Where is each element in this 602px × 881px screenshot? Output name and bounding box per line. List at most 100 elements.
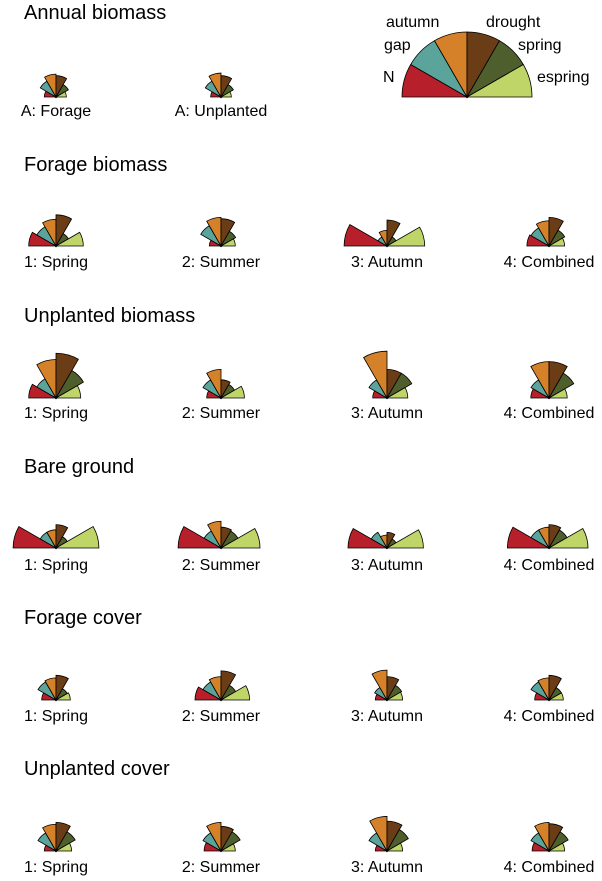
forage-cover-panel-4-label: 4: Combined (504, 708, 595, 725)
unplanted-biomass-panel-3-label: 3: Autumn (351, 405, 423, 422)
unplanted-biomass-panel-1-wedge-drought (55, 352, 79, 400)
annual-biomass-panel-1-wedge-spring (54, 84, 69, 99)
forage-biomass-panel-2-wedge-espring (219, 238, 236, 247)
bare-ground-panel-3-label: 3: Autumn (351, 557, 423, 574)
bare-ground-panel-1-label: 1: Spring (24, 557, 88, 574)
forage-biomass-panel-3-wedge-N (343, 224, 389, 247)
unplanted-biomass-panel-4-wedge-espring (547, 388, 568, 399)
unplanted-biomass-panel-1-wedge-spring (54, 369, 85, 400)
legend-label-spring: spring (518, 37, 562, 54)
forage-cover-panel-2-label: 2: Summer (182, 708, 261, 725)
unplanted-biomass-panel-3-wedge-espring (385, 387, 409, 399)
bare-ground-panel-4-wedge-espring (547, 527, 589, 549)
forage-cover-panel-3-wedge-autumn (371, 669, 388, 702)
unplanted-cover-panel-3-wedge-autumn (369, 816, 388, 853)
unplanted-biomass-panel-1-label: 1: Spring (24, 405, 88, 422)
unplanted-cover-panel-4-wedge-autumn (534, 821, 550, 853)
annual-biomass-panel-1-wedge-autumn (44, 73, 57, 99)
bare-ground-panel-3-wedge-gap (370, 531, 389, 550)
unplanted-cover-panel-4-label: 4: Combined (504, 859, 595, 876)
forage-cover-panel-2-wedge-N (194, 686, 223, 701)
section-title-bare-ground: Bare ground (24, 456, 134, 478)
forage-biomass-panel-4-label: 4: Combined (504, 254, 595, 271)
bare-ground-panel-4-wedge-N (506, 526, 551, 549)
forage-biomass-panel-2-label: 2: Summer (182, 254, 261, 271)
unplanted-biomass-panel-4-wedge-drought (548, 361, 568, 400)
forage-biomass-panel-3-label: 3: Autumn (351, 254, 423, 271)
unplanted-cover-panel-1-label: 1: Spring (24, 859, 88, 876)
forage-biomass-panel-1-wedge-drought (55, 214, 73, 248)
legend-label-espring: espring (537, 69, 589, 86)
section-title-forage-cover: Forage cover (24, 607, 142, 629)
bare-ground-panel-4-label: 4: Combined (504, 557, 595, 574)
legend-label-gap: gap (384, 37, 411, 54)
annual-biomass-panel-1-wedge-espring (54, 91, 67, 98)
forage-cover-panel-3-wedge-spring (385, 684, 403, 702)
forage-cover-panel-3-label: 3: Autumn (351, 708, 423, 725)
forage-biomass-panel-1-wedge-N (28, 231, 58, 247)
bare-ground-panel-2-wedge-autumn (207, 520, 222, 550)
forage-biomass-panel-2-wedge-spring (219, 230, 237, 248)
annual-biomass-panel-2-wedge-autumn (208, 72, 222, 99)
bare-ground-panel-1-wedge-espring (54, 526, 100, 549)
unplanted-cover-panel-2-label: 2: Summer (182, 859, 261, 876)
annual-biomass-panel-2-wedge-spring (219, 84, 234, 99)
unplanted-cover-panel-2-wedge-spring (219, 831, 241, 853)
unplanted-cover-panel-4-wedge-espring (547, 842, 566, 852)
forage-biomass-panel-1-label: 1: Spring (24, 254, 88, 271)
unplanted-cover-panel-1-wedge-espring (54, 842, 73, 852)
unplanted-biomass-panel-3-wedge-autumn (363, 350, 388, 400)
forage-cover-panel-4-wedge-drought (548, 674, 562, 702)
unplanted-biomass-panel-2-wedge-autumn (206, 368, 222, 400)
legend-label-drought: drought (486, 14, 541, 31)
forage-cover-panel-1-wedge-espring (54, 692, 71, 701)
section-title-annual-biomass: Annual biomass (24, 2, 166, 24)
bare-ground-panel-2-label: 2: Summer (182, 557, 261, 574)
forage-cover-panel-1-label: 1: Spring (24, 708, 88, 725)
forage-biomass-panel-2-wedge-autumn (206, 216, 222, 248)
forage-biomass-panel-1-wedge-espring (54, 231, 84, 247)
bare-ground-panel-2-wedge-N (177, 526, 223, 549)
unplanted-cover-panel-4-wedge-spring (547, 831, 569, 853)
forage-cover-panel-2-wedge-espring (219, 685, 251, 701)
forage-biomass-panel-3-wedge-espring (385, 226, 426, 247)
unplanted-cover-panel-1-wedge-spring (54, 831, 76, 853)
section-title-forage-biomass: Forage biomass (24, 154, 167, 176)
unplanted-cover-panel-3-label: 3: Autumn (351, 859, 423, 876)
unplanted-cover-panel-4-wedge-drought (548, 823, 564, 853)
annual-biomass-panel-2-wedge-espring (219, 91, 232, 98)
forage-biomass-panel-4-wedge-spring (547, 229, 566, 248)
unplanted-cover-panel-3-wedge-drought (386, 820, 403, 853)
unplanted-biomass-panel-2-label: 2: Summer (182, 405, 261, 422)
bare-ground-panel-1-wedge-N (12, 526, 58, 549)
forage-cover-panel-4-wedge-espring (547, 692, 564, 701)
unplanted-biomass-panel-2-wedge-espring (219, 385, 245, 399)
unplanted-cover-panel-3-wedge-spring (385, 829, 409, 853)
section-title-unplanted-cover: Unplanted cover (24, 758, 170, 780)
forage-biomass-panel-4-wedge-espring (547, 237, 566, 247)
forage-cover-panel-3-wedge-espring (385, 691, 404, 701)
unplanted-cover-panel-2-wedge-drought (220, 825, 234, 853)
bare-ground-panel-3-wedge-espring (385, 529, 424, 549)
bare-ground-panel-3-wedge-N (347, 527, 389, 549)
unplanted-biomass-panel-1-wedge-N (28, 383, 58, 399)
forage-cover-panel-2-wedge-drought (220, 670, 237, 702)
legend-label-n: N (383, 69, 395, 86)
forage-cover-panel-1-wedge-drought (55, 674, 69, 702)
unplanted-biomass-panel-4-wedge-spring (547, 372, 575, 400)
section-title-unplanted-biomass: Unplanted biomass (24, 305, 195, 327)
legend-label-autumn: autumn (386, 14, 439, 31)
unplanted-biomass-panel-3-wedge-spring (385, 372, 413, 400)
forage-biomass-panel-4-wedge-drought (548, 216, 564, 248)
annual-biomass-panel-2-label: A: Unplanted (175, 103, 268, 120)
legend-key-wedge-espring (465, 63, 533, 98)
forage-biomass-panel-2-wedge-drought (220, 218, 236, 248)
unplanted-cover-panel-3-wedge-espring (385, 842, 404, 852)
bare-ground-panel-2-wedge-espring (219, 527, 261, 549)
annual-biomass-panel-1-label: A: Forage (21, 103, 91, 120)
unplanted-cover-panel-2-wedge-espring (219, 843, 236, 852)
unplanted-biomass-panel-4-label: 4: Combined (504, 405, 595, 422)
unplanted-biomass-panel-1-wedge-espring (54, 385, 82, 399)
